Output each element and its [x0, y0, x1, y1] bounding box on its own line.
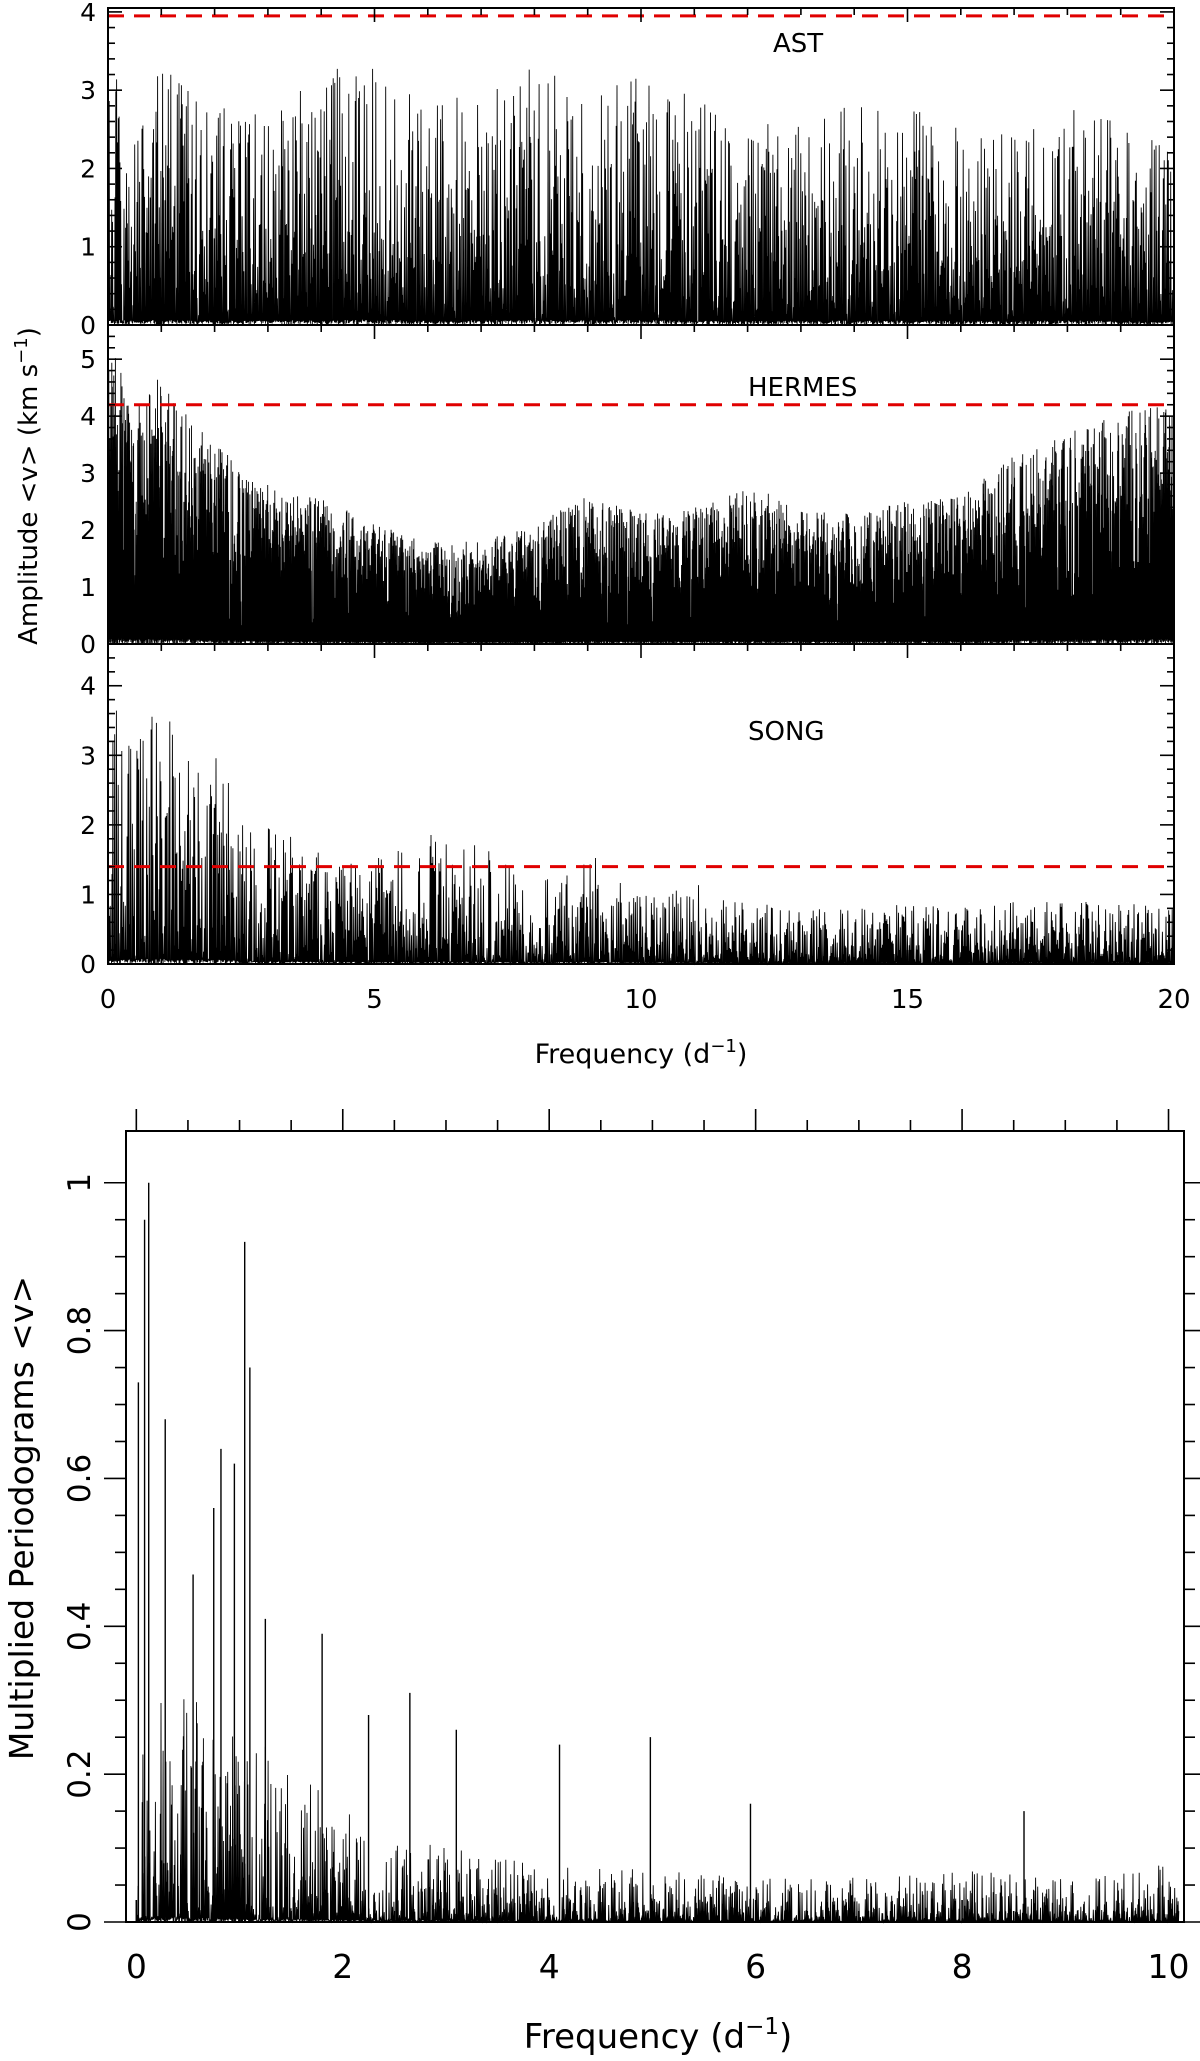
x-tick-label: 6	[745, 1947, 766, 1986]
bottom-x-tick-labels: 0 2 4 6 8 10	[126, 1947, 1190, 1986]
top-x-tick-labels: 0 5 10 15 20	[100, 985, 1191, 1015]
top-ylabel-sup: −1	[11, 337, 32, 364]
bottom-y-tick-labels: 0 0.2 0.4 0.6 0.8 1	[62, 1173, 98, 1932]
y-tick-label: 2	[80, 516, 96, 545]
song-spectrum	[107, 710, 1175, 966]
x-tick-label: 8	[952, 1947, 973, 1986]
song-panel-label: SONG	[748, 717, 825, 747]
bottom-xlabel-sup: −1	[745, 2014, 779, 2040]
y-tick-label: 0	[80, 950, 96, 979]
x-tick-label: 10	[1148, 1947, 1190, 1986]
y-tick-label: 4	[80, 672, 96, 701]
y-tick-label: 3	[80, 76, 96, 105]
y-tick-label: 4	[80, 0, 96, 27]
multiplied-frame	[125, 1130, 1185, 1923]
y-tick-label: 0	[62, 1912, 98, 1932]
panel-hermes: 0 1 2 3 4 5 HERMES	[80, 324, 1175, 659]
ast-spectrum	[107, 68, 1175, 327]
y-tick-label: 0.2	[62, 1749, 98, 1798]
y-tick-label: 2	[80, 811, 96, 840]
y-tick-label: 3	[80, 459, 96, 488]
hermes-panel-label: HERMES	[748, 373, 857, 403]
spectrum-trace	[107, 358, 1175, 645]
x-tick-label: 0	[100, 985, 117, 1015]
y-tick-label: 5	[80, 345, 96, 374]
x-tick-label: 10	[624, 985, 657, 1015]
hermes-ticks: 0 1 2 3 4 5	[80, 324, 1175, 659]
multiplied-ticks	[104, 1109, 1200, 1923]
x-tick-label: 0	[126, 1947, 147, 1986]
x-tick-label: 4	[539, 1947, 560, 1986]
top-figure: 0 1 2 3 4 AST 0 1 2 3 4 5 HERMES 0 1 2 3 4 SONG 0 5 10 1…	[11, 0, 1191, 1070]
y-tick-label: 3	[80, 741, 96, 770]
y-tick-label: 0	[80, 311, 96, 340]
y-tick-label: 0	[80, 630, 96, 659]
x-tick-label: 2	[332, 1947, 353, 1986]
top-x-axis-label: Frequency (d−1)	[535, 1036, 748, 1070]
y-tick-label: 1	[62, 1173, 98, 1193]
top-xlabel-close: )	[737, 1039, 748, 1070]
ast-ticks: 0 1 2 3 4	[80, 0, 1175, 340]
top-ylabel-main: Amplitude <v> (km s	[14, 364, 44, 645]
y-tick-label: 0.6	[62, 1454, 98, 1503]
panel-ast: 0 1 2 3 4 AST	[80, 0, 1175, 340]
y-tick-label: 1	[80, 880, 96, 909]
top-xlabel-main: Frequency (d	[535, 1039, 711, 1070]
y-tick-label: 1	[80, 233, 96, 262]
top-ylabel-close: )	[14, 327, 44, 337]
bottom-xlabel-close: )	[779, 2017, 792, 2057]
y-tick-label: 2	[80, 154, 96, 183]
spectrum-trace	[107, 710, 1175, 966]
x-tick-label: 5	[366, 985, 383, 1015]
bottom-x-axis-label: Frequency (d−1)	[524, 2014, 792, 2057]
y-tick-label: 0.8	[62, 1306, 98, 1355]
x-tick-label: 15	[891, 985, 924, 1015]
spectrum-trace	[107, 68, 1175, 327]
bottom-y-axis-label: Multiplied Periodograms <v>	[2, 1276, 41, 1760]
x-tick-label: 20	[1157, 985, 1190, 1015]
spectrum-trace	[135, 1699, 1180, 1924]
y-tick-label: 4	[80, 402, 96, 431]
top-xlabel-sup: −1	[710, 1036, 737, 1057]
hermes-spectrum	[107, 358, 1175, 645]
multiplied-spectrum	[135, 1182, 1180, 1924]
song-ticks: 0 1 2 3 4	[80, 643, 1175, 979]
bottom-xlabel-main: Frequency (d	[524, 2017, 745, 2057]
ast-panel-label: AST	[773, 29, 823, 59]
y-tick-label: 1	[80, 573, 96, 602]
top-y-axis-label: Amplitude <v> (km s−1)	[11, 327, 44, 645]
bottom-figure: 0 2 4 6 8 10 0 0.2 0.4 0.6 0.8 1 Multiplied Period…	[2, 1109, 1200, 2057]
y-tick-label: 0.4	[62, 1602, 98, 1651]
panel-song: 0 1 2 3 4 SONG	[80, 643, 1175, 979]
